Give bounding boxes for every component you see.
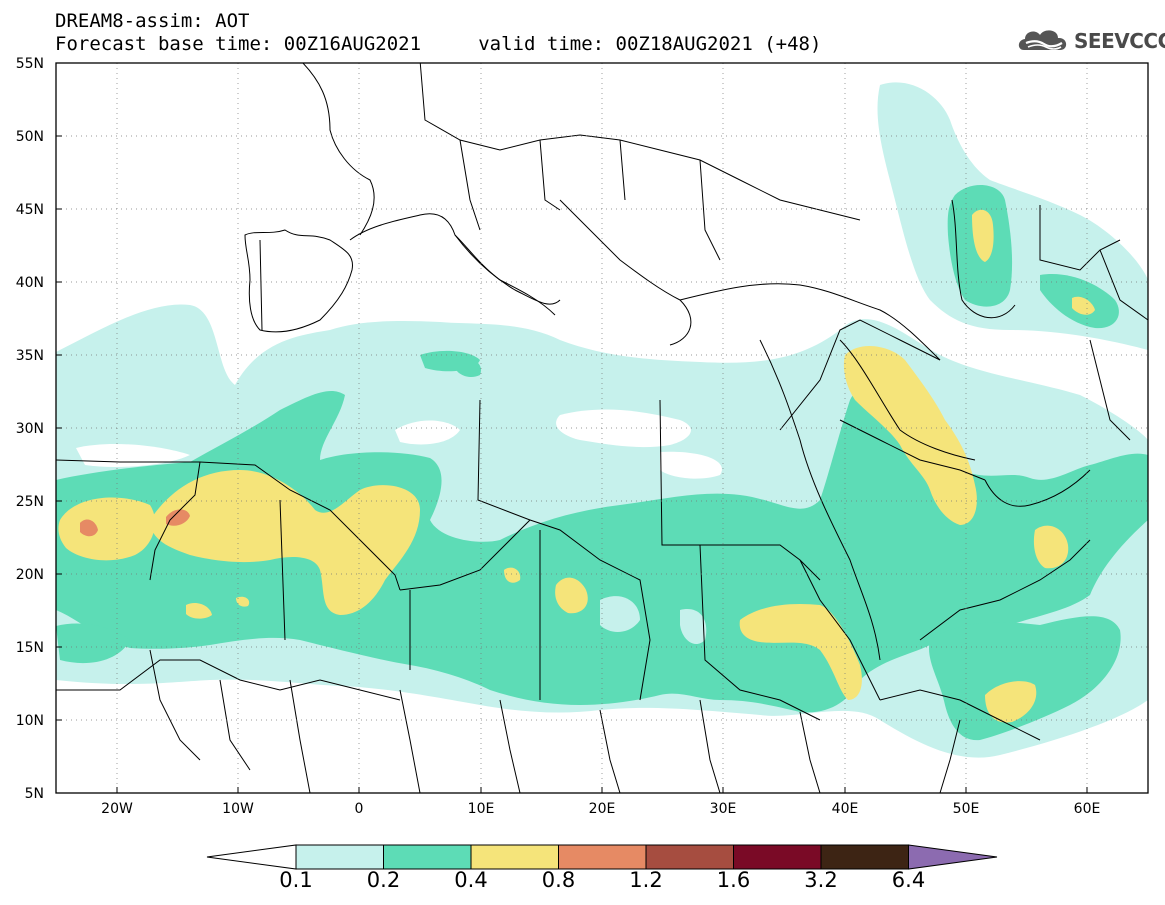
colorbar-under-arrow — [206, 844, 297, 870]
cloud-icon — [1018, 30, 1067, 50]
longitude-labels: 20W 10W 0 10E 20E 30E 40E 50E 60E — [101, 801, 1100, 817]
lon-label: 10E — [468, 801, 495, 817]
colorbar-label: 0.4 — [454, 868, 488, 892]
lat-label: 35N — [16, 348, 44, 364]
colorbar-swatch — [820, 844, 909, 870]
colorbar-label: 1.2 — [629, 868, 663, 892]
colorbar-label: 6.4 — [891, 868, 926, 892]
logo-text: SEEVCCC — [1074, 29, 1165, 53]
lon-label: 60E — [1074, 801, 1101, 817]
lat-label: 10N — [16, 713, 44, 729]
colorbar-label: 3.2 — [804, 868, 838, 892]
lat-label: 20N — [16, 567, 44, 583]
chart-title: DREAM8-assim: AOT — [55, 10, 250, 32]
lat-label: 45N — [16, 202, 44, 218]
lat-label: 55N — [16, 56, 44, 72]
lon-label: 20W — [101, 801, 133, 817]
lat-label: 15N — [16, 640, 44, 656]
lon-label: 0 — [355, 801, 364, 817]
lat-label: 50N — [16, 129, 44, 145]
colorbar-swatch — [295, 844, 384, 870]
graticule — [56, 63, 1148, 793]
lon-label: 20E — [589, 801, 616, 817]
colorbar-over-arrow — [908, 844, 998, 870]
colorbar — [206, 844, 998, 870]
forecast-time-line: Forecast base time: 00Z16AUG2021 valid t… — [55, 33, 822, 55]
lat-label: 5N — [25, 786, 44, 802]
axis-ticks — [56, 135, 1088, 793]
colorbar-swatch — [645, 844, 734, 870]
colorbar-label: 1.6 — [716, 868, 751, 892]
colorbar-label: 0.8 — [541, 868, 576, 892]
lat-label: 40N — [16, 275, 44, 291]
lon-label: 40E — [832, 801, 859, 817]
colorbar-swatch — [558, 844, 647, 870]
aot-contour-0.4 — [58, 209, 1095, 723]
aot-clear-areas — [76, 409, 722, 479]
colorbar-label: 0.2 — [366, 868, 401, 892]
aot-lower-areas — [600, 596, 707, 645]
colorbar-swatch — [383, 844, 472, 870]
lon-label: 50E — [953, 801, 980, 817]
colorbar-label: 0.1 — [279, 868, 313, 892]
lon-label: 30E — [710, 801, 737, 817]
seevccc-logo: SEEVCCC — [1016, 24, 1165, 58]
lon-label: 10W — [222, 801, 254, 817]
colorbar-swatch — [470, 844, 559, 870]
country-borders — [56, 63, 1148, 793]
latitude-labels: 55N 50N 45N 40N 35N 30N 25N 20N 15N 10N … — [16, 56, 44, 802]
lat-label: 30N — [16, 421, 44, 437]
aot-contour-0.8 — [80, 509, 190, 537]
colorbar-swatch — [733, 844, 822, 870]
lat-label: 25N — [16, 494, 44, 510]
